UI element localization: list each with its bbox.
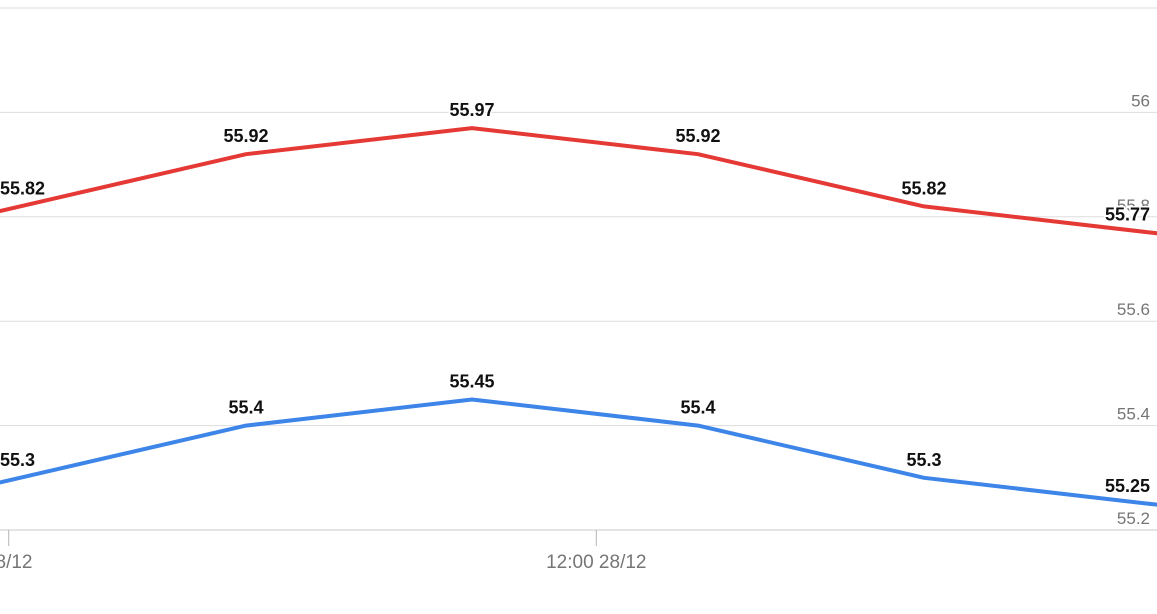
data-label: 55.82 [0,178,45,198]
series-line-2 [0,397,1157,507]
y-tick-label: 55.6 [1117,300,1150,319]
data-label: 55.97 [449,100,494,120]
y-tick-label: 55.8 [1117,196,1150,215]
x-tick-label: 28/12 [0,552,32,573]
x-tick-label: 12:00 28/12 [546,552,646,573]
data-label: 55.3 [0,450,35,470]
series-line-1 [0,126,1157,236]
data-label: 55.77 [1105,204,1150,224]
y-axis-labels: 55.2 55.4 55.6 55.8 56 [1117,91,1150,528]
data-label: 55.4 [680,398,715,418]
y-tick-label: 56 [1131,91,1150,110]
data-label: 55.82 [901,178,946,198]
y-tick-label: 55.4 [1117,405,1150,424]
x-axis: 28/12 12:00 28/12 [0,530,646,573]
data-label: 55.3 [906,450,941,470]
y-tick-label: 55.2 [1117,509,1150,528]
series-lines [0,126,1157,507]
data-label: 55.45 [449,372,494,392]
data-label: 55.25 [1105,476,1150,496]
data-label: 55.92 [675,126,720,146]
data-labels: 55.8255.9255.9755.9255.8255.7755.355.455… [0,99,1152,498]
data-label: 55.92 [223,126,268,146]
data-label: 55.4 [228,398,263,418]
grid-lines [0,7,1157,531]
